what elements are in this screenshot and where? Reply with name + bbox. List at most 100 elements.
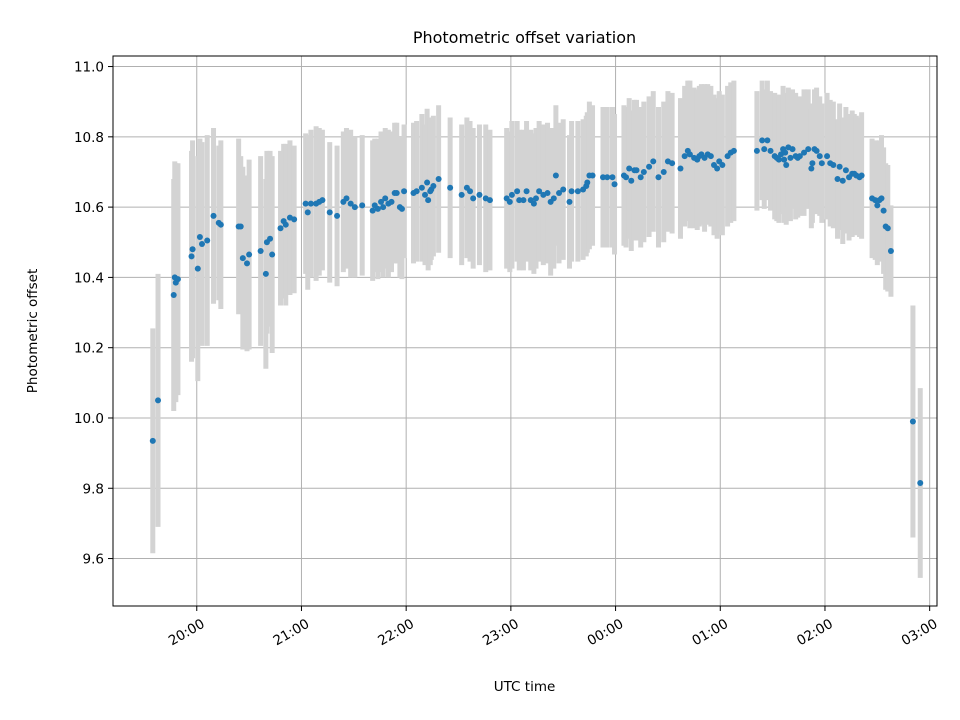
data-point xyxy=(447,184,454,191)
data-point xyxy=(217,221,224,228)
data-point xyxy=(194,265,201,272)
data-point xyxy=(418,184,425,191)
data-point xyxy=(196,233,203,240)
data-point xyxy=(189,246,196,253)
data-points xyxy=(149,137,924,486)
y-tick-label: 10.6 xyxy=(74,200,104,216)
data-point xyxy=(719,161,726,168)
data-point xyxy=(277,225,284,232)
data-point xyxy=(805,146,812,153)
data-point xyxy=(813,147,820,154)
y-tick-label: 10.8 xyxy=(74,130,104,146)
data-point xyxy=(343,195,350,202)
data-point xyxy=(476,191,483,198)
data-point xyxy=(764,137,771,144)
data-point xyxy=(470,195,477,202)
data-point xyxy=(808,165,815,172)
data-point xyxy=(604,174,611,181)
data-point xyxy=(334,212,341,219)
data-point xyxy=(262,270,269,277)
data-point xyxy=(775,156,782,163)
data-point xyxy=(759,137,766,144)
data-point xyxy=(650,158,657,165)
data-point xyxy=(574,188,581,195)
data-point xyxy=(834,176,841,183)
data-point xyxy=(520,197,527,204)
data-point xyxy=(646,163,653,170)
data-point xyxy=(430,183,437,190)
data-point xyxy=(584,179,591,186)
data-point xyxy=(188,253,195,260)
data-point xyxy=(378,198,385,205)
data-point xyxy=(681,153,688,160)
data-point xyxy=(796,153,803,160)
data-point xyxy=(560,186,567,193)
data-point xyxy=(640,168,647,175)
data-point xyxy=(532,195,539,202)
data-point xyxy=(530,200,537,207)
data-point xyxy=(655,174,662,181)
data-point xyxy=(282,221,289,228)
data-point xyxy=(257,248,264,255)
data-point xyxy=(677,165,684,172)
data-point xyxy=(304,209,311,216)
data-point xyxy=(398,205,405,212)
y-axis-ticks: 9.6 9.8 10.0 10.2 10.4 10.6 10.8 11.0 xyxy=(74,60,113,568)
data-point xyxy=(508,191,515,198)
data-point xyxy=(307,200,314,207)
data-point xyxy=(660,168,667,175)
data-point xyxy=(435,176,442,183)
data-point xyxy=(669,160,676,167)
data-point xyxy=(204,237,211,244)
data-point xyxy=(782,149,789,156)
data-point xyxy=(382,195,389,202)
data-point xyxy=(874,202,881,209)
data-point xyxy=(425,197,432,204)
data-point xyxy=(413,188,420,195)
y-tick-label: 10.2 xyxy=(74,341,104,357)
data-point xyxy=(170,291,177,298)
data-point xyxy=(730,147,737,154)
data-point xyxy=(809,160,816,167)
data-point xyxy=(858,172,865,179)
data-point xyxy=(714,165,721,172)
data-point xyxy=(887,248,894,255)
data-point xyxy=(326,209,333,216)
data-point xyxy=(609,174,616,181)
data-point xyxy=(600,174,607,181)
data-point xyxy=(761,146,768,153)
data-point xyxy=(388,198,395,205)
data-point xyxy=(781,156,788,163)
data-point xyxy=(824,153,831,160)
data-point xyxy=(244,260,251,267)
data-point xyxy=(801,149,808,156)
data-point xyxy=(842,167,849,174)
data-point xyxy=(566,198,573,205)
data-point xyxy=(839,177,846,184)
y-axis-label: Photometric offset xyxy=(25,269,41,393)
data-point xyxy=(351,204,358,211)
data-point xyxy=(149,437,156,444)
data-point xyxy=(210,212,217,219)
data-point xyxy=(514,188,521,195)
chart-title: Photometric offset variation xyxy=(413,28,636,47)
data-point xyxy=(787,154,794,161)
data-point xyxy=(359,202,366,209)
data-point xyxy=(767,147,774,154)
data-point xyxy=(523,188,530,195)
data-point xyxy=(909,418,916,425)
y-tick-label: 9.8 xyxy=(83,481,104,497)
data-point xyxy=(302,200,309,207)
y-tick-label: 9.6 xyxy=(83,552,104,568)
data-point xyxy=(239,255,246,262)
x-axis-label: UTC time xyxy=(494,679,556,695)
data-point xyxy=(816,153,823,160)
data-point xyxy=(267,235,274,242)
data-point xyxy=(818,160,825,167)
y-tick-label: 10.0 xyxy=(74,411,104,427)
data-point xyxy=(628,177,635,184)
data-point xyxy=(393,190,400,197)
data-point xyxy=(246,251,253,258)
data-point xyxy=(422,191,429,198)
data-point xyxy=(872,197,879,204)
